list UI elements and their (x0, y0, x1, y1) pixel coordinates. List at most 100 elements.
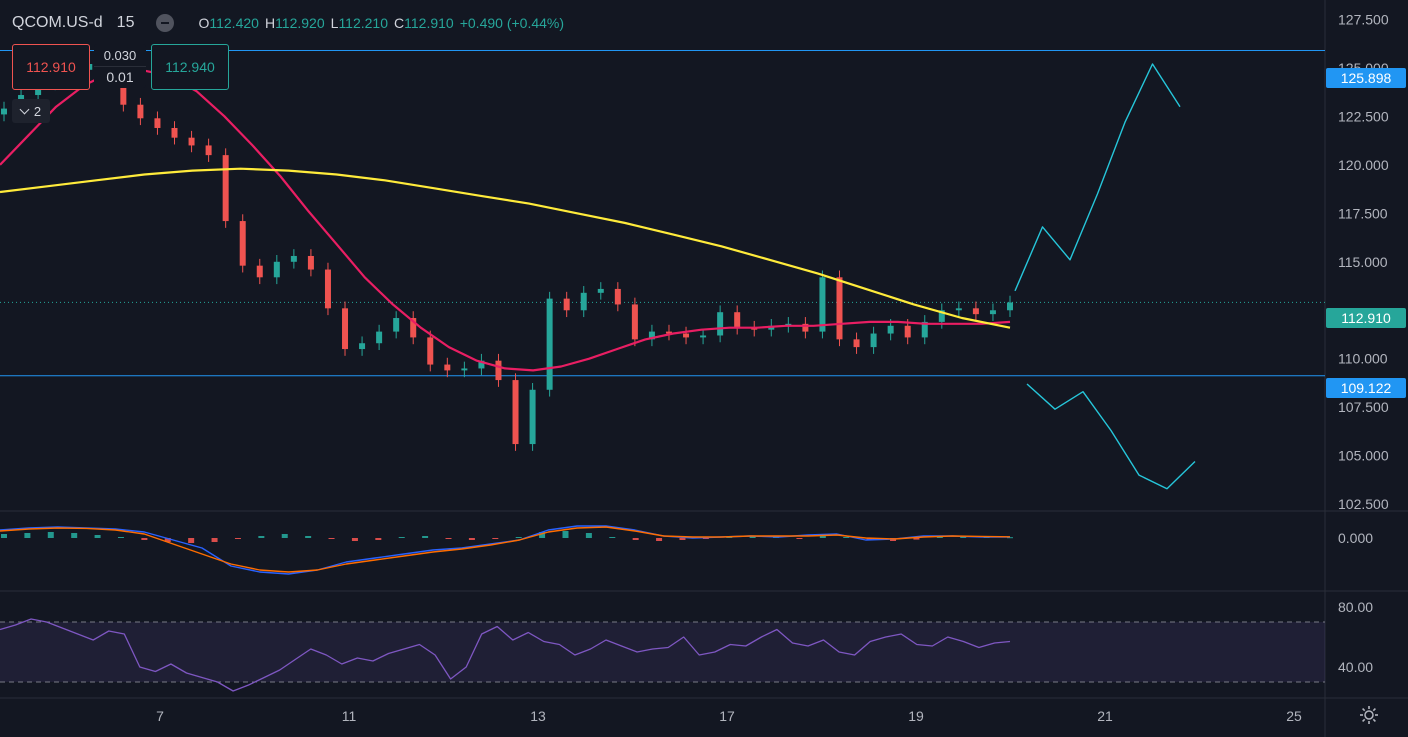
candle-body (1007, 303, 1013, 311)
indicator-count: 2 (34, 104, 41, 119)
macd-histogram-bar (352, 538, 358, 541)
y-tick-label: 102.500 (1338, 496, 1389, 512)
macd-histogram-bar (95, 535, 101, 538)
macd-histogram-bar (375, 538, 381, 540)
y-tick-label: 117.500 (1338, 205, 1388, 221)
y-tick-label: 110.000 (1338, 351, 1388, 367)
candle-body (530, 390, 536, 444)
projection-down-drawing (1027, 384, 1195, 489)
candle-body (683, 334, 689, 338)
x-tick-label: 11 (342, 708, 357, 724)
candle-body (274, 262, 280, 278)
candle-body (819, 277, 825, 331)
candle-body (615, 289, 621, 305)
buy-button[interactable]: 112.940 (151, 44, 229, 90)
candle-body (172, 128, 178, 138)
macd-histogram-bar (609, 537, 615, 538)
ma-fast-line (0, 70, 1010, 371)
legend-bar: QCOM.US-d 15 O112.420 H112.920 L112.210 … (0, 8, 564, 38)
ohlc-close: C112.910 (394, 15, 454, 31)
candle-body (291, 256, 297, 262)
y-tick-label: 120.000 (1338, 157, 1389, 173)
y-tick-label: 105.000 (1338, 448, 1389, 464)
quantity-value[interactable]: 0.01 (94, 66, 146, 85)
macd-histogram-bar (118, 537, 124, 538)
spread-top: 0.030 (104, 48, 137, 64)
macd-histogram-bar (258, 536, 264, 538)
x-tick-label: 25 (1286, 708, 1302, 724)
candle-body (990, 310, 996, 314)
candle-body (717, 312, 723, 335)
candle-body (257, 266, 263, 278)
candle-body (427, 337, 433, 364)
y-tick-label: 107.500 (1338, 399, 1389, 415)
macd-histogram-bar (679, 538, 685, 540)
macd-histogram-bar (212, 538, 218, 542)
symbol-name[interactable]: QCOM.US-d (12, 14, 103, 32)
support-price-tag: 109.122 (1326, 378, 1406, 398)
price-change: +0.490 (+0.44%) (460, 15, 564, 31)
resistance-price-tag: 125.898 (1326, 68, 1406, 88)
macd-histogram-bar (633, 538, 639, 540)
macd-histogram-bar (188, 538, 194, 543)
candle-body (956, 308, 962, 310)
macd-histogram-bar (141, 538, 147, 540)
y-tick-label: 115.000 (1338, 254, 1388, 270)
indicators-toggle[interactable]: 2 (12, 99, 50, 123)
current-price-tag: 112.910 (1326, 308, 1406, 328)
candle-body (564, 299, 570, 311)
candle-body (444, 365, 450, 371)
ohlc-high: H112.920 (265, 15, 325, 31)
candle-body (137, 105, 143, 119)
candle-body (223, 155, 229, 221)
macd-histogram-bar (469, 538, 475, 540)
sell-button[interactable]: 112.910 (12, 44, 90, 90)
macd-histogram-bar (24, 533, 30, 538)
candle-body (240, 221, 246, 266)
macd-histogram-bar (48, 532, 54, 538)
candle-body (836, 277, 842, 339)
macd-tick-label: 0.000 (1338, 530, 1373, 546)
x-tick-label: 17 (719, 708, 735, 724)
macd-histogram-bar (843, 537, 849, 538)
macd-histogram-bar (399, 537, 405, 538)
macd-histogram-bar (656, 538, 662, 541)
macd-histogram-bar (492, 538, 498, 539)
ohlc-low: L112.210 (331, 15, 388, 31)
candle-body (905, 326, 911, 338)
macd-histogram-bar (796, 538, 802, 539)
candle-body (1, 109, 7, 115)
macd-histogram-bar (422, 536, 428, 538)
macd-histogram-bar (516, 537, 522, 538)
macd-histogram-bar (586, 533, 592, 538)
candle-body (308, 256, 314, 270)
candle-body (206, 145, 212, 155)
gear-icon[interactable] (1359, 705, 1379, 725)
macd-histogram-bar (305, 536, 311, 538)
macd-line (0, 526, 1010, 574)
macd-histogram-bar (446, 538, 452, 539)
spread-panel: 0.030 0.01 (94, 44, 146, 88)
macd-histogram-bar (1, 534, 7, 538)
candle-body (598, 289, 604, 293)
candle-body (376, 332, 382, 344)
macd-histogram-bar (282, 534, 288, 538)
ohlc-open: O112.420 (198, 15, 258, 31)
x-tick-label: 7 (156, 708, 164, 724)
x-tick-label: 19 (908, 708, 924, 724)
macd-histogram-bar (71, 533, 77, 538)
candle-body (700, 335, 706, 337)
macd-histogram-bar (329, 538, 335, 539)
timeframe-label[interactable]: 15 (117, 14, 135, 32)
candle-body (342, 308, 348, 349)
y-tick-label: 127.500 (1338, 11, 1389, 27)
minus-circle-icon[interactable] (156, 14, 174, 32)
projection-up-drawing (1015, 64, 1180, 291)
candle-body (734, 312, 740, 328)
candle-body (461, 368, 467, 370)
candle-body (513, 380, 519, 444)
macd-histogram-bar (562, 531, 568, 538)
chevron-up-icon (19, 104, 29, 114)
candle-body (495, 361, 501, 380)
